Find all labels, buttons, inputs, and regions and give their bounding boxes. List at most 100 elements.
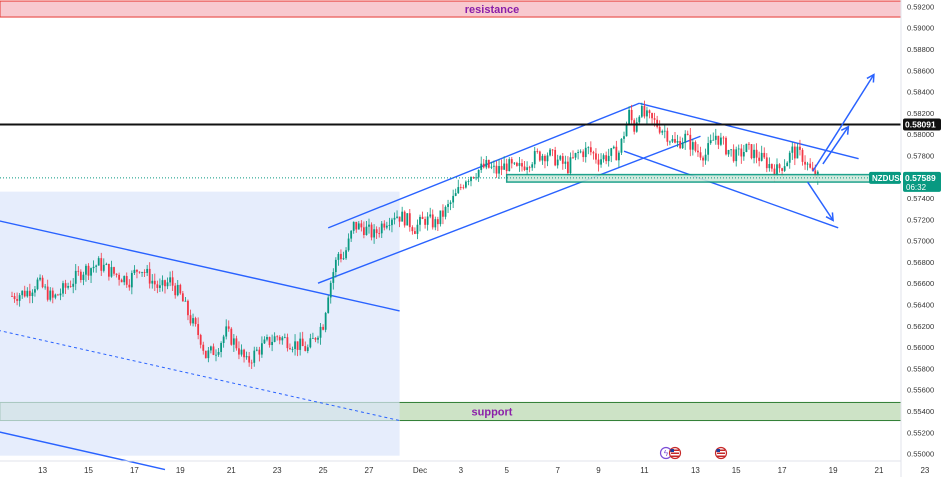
projection-arrows[interactable] — [806, 73, 875, 222]
support-label: support — [472, 406, 513, 418]
candle-body — [342, 258, 345, 260]
descending-channel-shading — [0, 191, 400, 456]
channel-line[interactable] — [0, 192, 400, 312]
candle-body — [811, 167, 814, 171]
candle-body — [801, 149, 804, 162]
candle-body — [151, 280, 154, 284]
candle-body — [414, 231, 416, 234]
candle-body — [49, 290, 52, 300]
time-tick-label: 15 — [732, 466, 741, 475]
arrow-shaft[interactable] — [812, 74, 875, 172]
candle-body — [526, 167, 528, 170]
candle-body — [796, 146, 799, 159]
candle-body — [21, 290, 24, 296]
candle-body — [85, 265, 87, 275]
candle-body — [538, 151, 541, 161]
candle-body — [57, 294, 59, 296]
candle-body — [340, 253, 342, 260]
us-flag-stripe — [671, 455, 679, 457]
candle-body — [159, 285, 161, 288]
us-flag-stripe — [717, 449, 725, 451]
arrow-shaft[interactable] — [806, 181, 834, 221]
candle-body — [513, 162, 516, 164]
arrow-shaft[interactable] — [822, 126, 850, 165]
candle-body — [255, 349, 258, 351]
channel-line[interactable] — [639, 102, 859, 160]
candle-body — [615, 146, 618, 161]
economic-events[interactable]: ϟ — [659, 446, 728, 460]
candle-body — [271, 341, 273, 346]
symbol-price-tag: NZDUSD 0.57589 06:32 — [869, 171, 941, 192]
price-tick-label: 0.58400 — [907, 88, 934, 97]
time-tick-label: 19 — [176, 466, 185, 475]
candle-body — [120, 279, 123, 283]
candle-body — [630, 109, 633, 121]
candle-body — [610, 148, 613, 156]
candle-body — [447, 204, 449, 207]
channel-line[interactable] — [623, 150, 839, 229]
candle-body — [646, 110, 648, 117]
candle-body — [304, 346, 307, 351]
candle-body — [250, 362, 253, 364]
candle-body — [518, 163, 521, 166]
last-price-label: 0.57589 — [905, 173, 936, 183]
candle-body — [449, 202, 452, 205]
drawing-lines[interactable] — [0, 102, 859, 471]
candle-body — [676, 141, 679, 143]
candle-body — [62, 283, 64, 294]
price-tick-label: 0.58800 — [907, 45, 934, 54]
resistance-zone[interactable] — [0, 0, 902, 18]
arrow-head[interactable] — [840, 125, 850, 135]
price-tick-label: 0.56600 — [907, 279, 934, 288]
candle-body — [577, 152, 579, 153]
candle-body — [556, 159, 559, 166]
price-tick-label: 0.57800 — [907, 151, 934, 160]
candle-body — [238, 348, 240, 355]
candle-body — [365, 226, 368, 236]
candle-body — [602, 155, 605, 160]
candle-body — [289, 348, 291, 350]
candle-body — [658, 126, 661, 133]
price-tick-label: 0.56400 — [907, 300, 934, 309]
candle-body — [164, 280, 166, 287]
time-tick-label: Dec — [413, 466, 427, 475]
candle-body — [714, 135, 717, 140]
candle-body — [36, 279, 39, 290]
price-axis[interactable] — [901, 0, 945, 477]
candle-body — [771, 164, 773, 169]
arrow-head[interactable] — [825, 212, 834, 222]
candle-body — [299, 338, 302, 350]
candle-body — [266, 337, 268, 340]
candle-body — [758, 157, 761, 161]
channel-line[interactable] — [0, 402, 166, 471]
candle-body — [480, 163, 483, 170]
flash-glyph: ϟ — [664, 449, 669, 458]
candle-body — [31, 292, 34, 297]
candle-body — [778, 164, 781, 169]
time-axis[interactable]: 1315171921232527Dec357911131517192123252… — [38, 466, 945, 475]
candle-body — [564, 161, 567, 164]
candle-body — [171, 277, 174, 286]
candle-body — [153, 280, 156, 285]
candle-body — [523, 166, 526, 170]
candle-body — [102, 264, 105, 271]
candle-body — [686, 133, 689, 135]
candle-body — [403, 211, 406, 226]
channel-line[interactable] — [317, 135, 701, 284]
candle-body — [643, 105, 646, 117]
price-tick-label: 0.58600 — [907, 66, 934, 75]
candle-body — [661, 131, 664, 133]
candle-body — [100, 258, 103, 271]
candle-body — [92, 266, 95, 269]
candle-body — [717, 135, 720, 145]
candle-body — [748, 143, 750, 145]
candle-body — [46, 286, 49, 300]
candle-body — [317, 337, 319, 340]
channel-midline[interactable] — [0, 301, 400, 422]
price-tick-label: 0.58000 — [907, 130, 934, 139]
candle-body — [136, 269, 138, 272]
time-tick-label: 21 — [875, 466, 884, 475]
arrow-head[interactable] — [866, 73, 875, 83]
candle-body — [612, 146, 615, 149]
